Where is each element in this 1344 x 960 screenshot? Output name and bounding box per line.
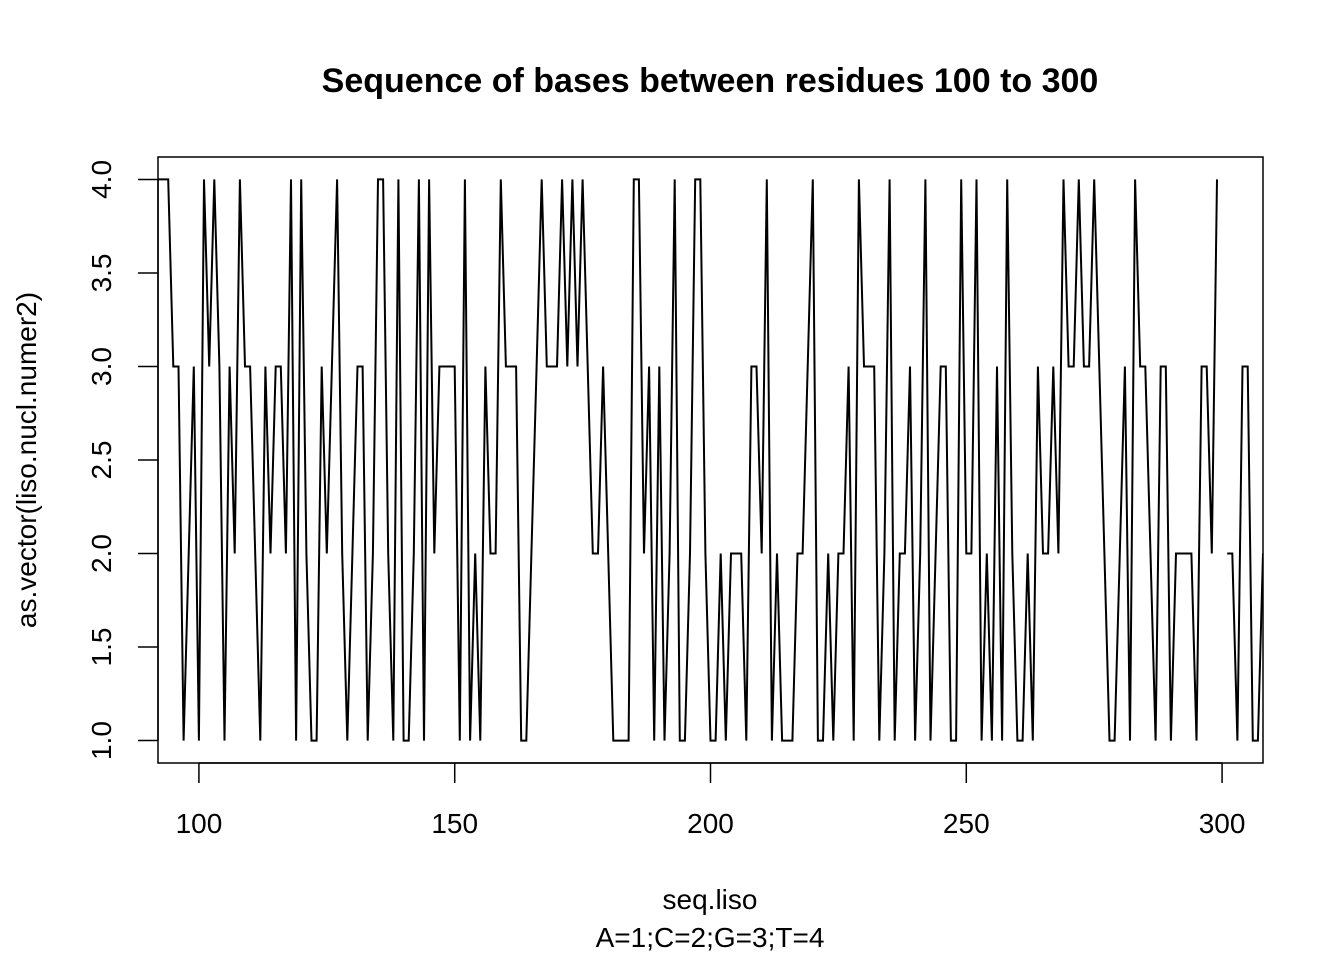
data-series <box>158 178 1263 742</box>
y-tick-label: 3.5 <box>86 253 117 292</box>
chart-title: Sequence of bases between residues 100 t… <box>322 62 1099 100</box>
x-tick-label: 250 <box>943 808 990 839</box>
y-tick-label: 3.0 <box>86 347 117 386</box>
x-tick-label: 150 <box>431 808 478 839</box>
series-line-segment <box>1227 365 1263 742</box>
x-axis: 100 150 200 250 300 <box>176 762 1246 839</box>
y-tick-label: 2.5 <box>86 441 117 480</box>
y-axis: 1.0 1.5 2.0 2.5 3.0 3.5 4.0 <box>86 160 159 760</box>
x-tick-label: 200 <box>687 808 734 839</box>
series-line-segment <box>158 178 1218 742</box>
x-axis-label: seq.liso <box>663 884 758 915</box>
y-tick-label: 4.0 <box>86 160 117 199</box>
y-tick-label: 2.0 <box>86 534 117 573</box>
y-tick-label: 1.5 <box>86 628 117 667</box>
x-axis-subtitle: A=1;C=2;G=3;T=4 <box>596 922 825 953</box>
x-tick-label: 300 <box>1199 808 1246 839</box>
y-tick-label: 1.0 <box>86 721 117 760</box>
y-axis-label: as.vector(liso.nucl.numer2) <box>11 292 42 628</box>
x-tick-label: 100 <box>176 808 223 839</box>
